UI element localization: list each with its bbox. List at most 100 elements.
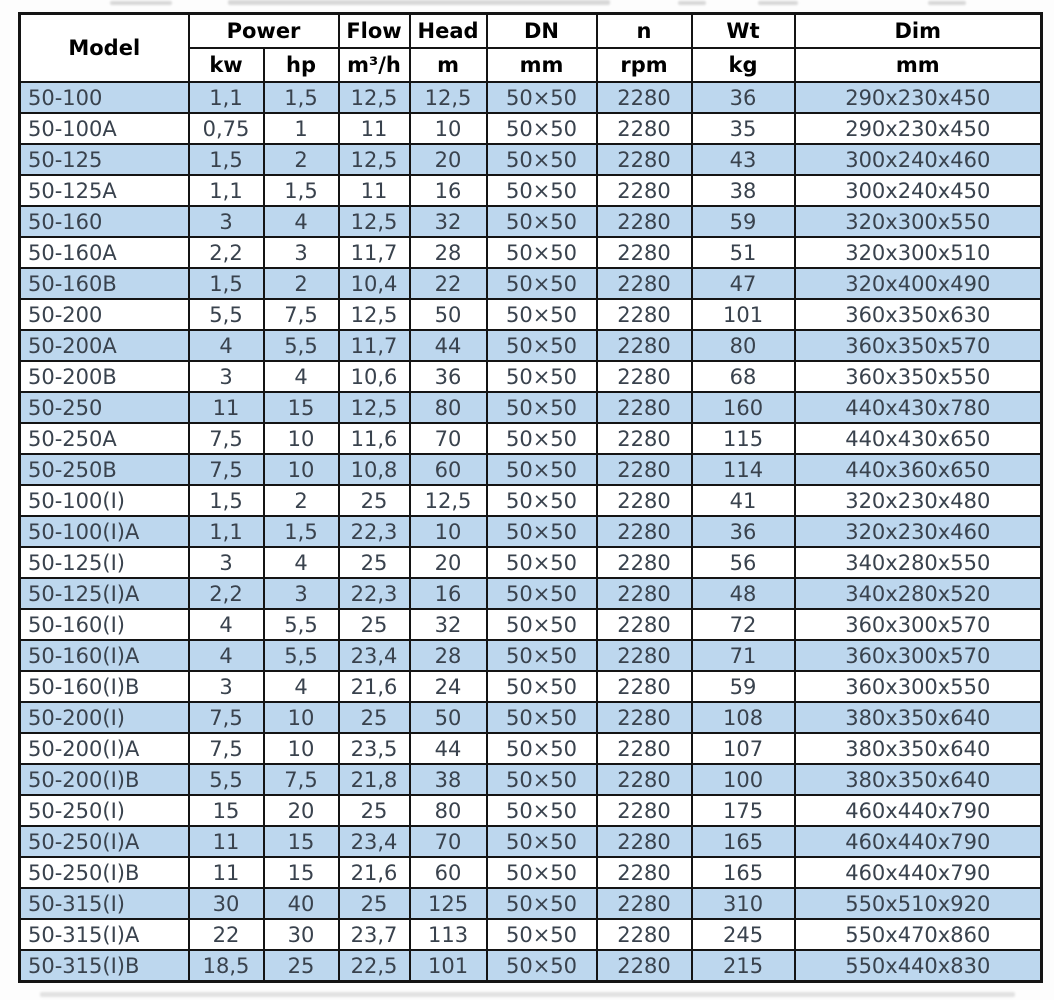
cell-kw: 5,5 [187,298,265,331]
cell-hp: 10 [262,701,340,734]
cell-dim: 380x350x640 [793,732,1043,765]
unit-header-dn: mm [485,47,598,83]
table-row: 50-250(I)B 11 15 21,6 60 50×50 2280 165 460x440x… [18,856,1043,889]
cell-head: 10 [408,515,488,548]
cell-kw: 1,1 [187,174,265,207]
cell-dim: 550x440x830 [793,949,1043,983]
cell-flow: 25 [337,484,411,517]
table-row: 50-250(I)A 11 15 23,4 70 50×50 2280 165 460x440x… [18,825,1043,858]
cell-model: 50-160(I)B [18,670,190,703]
cell-wt: 36 [690,515,796,548]
table-row: 50-250A 7,5 10 11,6 70 50×50 2280 115 440x430x65… [18,422,1043,455]
cell-rpm: 2280 [595,763,693,796]
cell-hp: 4 [262,360,340,393]
table-row: 50-160B 1,5 2 10,4 22 50×50 2280 47 320x400x490 [18,267,1043,300]
cell-wt: 72 [690,608,796,641]
cell-dim: 550x470x860 [793,918,1043,951]
cell-head: 70 [408,422,488,455]
cell-dim: 340x280x520 [793,577,1043,610]
cell-dn: 50×50 [485,949,598,983]
cell-dn: 50×50 [485,856,598,889]
cell-hp: 1,5 [262,81,340,114]
table-row: 50-125(I)A 2,2 3 22,3 16 50×50 2280 48 340x280x5… [18,577,1043,610]
cell-flow: 21,8 [337,763,411,796]
cell-flow: 25 [337,794,411,827]
cell-flow: 10,4 [337,267,411,300]
cell-rpm: 2280 [595,639,693,672]
cell-dim: 320x230x460 [793,515,1043,548]
cell-head: 60 [408,856,488,889]
cell-hp: 1,5 [262,515,340,548]
cell-dn: 50×50 [485,484,598,517]
cell-wt: 38 [690,174,796,207]
cell-dn: 50×50 [485,205,598,238]
cell-wt: 59 [690,205,796,238]
cell-dn: 50×50 [485,329,598,362]
cell-wt: 68 [690,360,796,393]
cell-kw: 1,1 [187,515,265,548]
cell-dn: 50×50 [485,546,598,579]
cell-model: 50-160(I) [18,608,190,641]
cell-dn: 50×50 [485,670,598,703]
cell-kw: 4 [187,329,265,362]
table-row: 50-100A 0,75 1 11 10 50×50 2280 35 290x230x450 [18,112,1043,145]
cell-hp: 5,5 [262,608,340,641]
cell-dim: 460x440x790 [793,825,1043,858]
unit-header-kw: kw [187,47,265,83]
cell-rpm: 2280 [595,577,693,610]
cell-kw: 2,2 [187,577,265,610]
cell-dn: 50×50 [485,639,598,672]
table-row: 50-200(I)B 5,5 7,5 21,8 38 50×50 2280 100 380x35… [18,763,1043,796]
cell-wt: 114 [690,453,796,486]
cell-head: 32 [408,205,488,238]
cell-hp: 4 [262,670,340,703]
cell-rpm: 2280 [595,360,693,393]
cell-dn: 50×50 [485,453,598,486]
cell-dim: 440x360x650 [793,453,1043,486]
table-body: 50-100 1,1 1,5 12,5 12,5 50×50 2280 36 290x230x4… [18,81,1043,983]
crop-artifact [228,0,610,5]
table-row: 50-200B 3 4 10,6 36 50×50 2280 68 360x350x550 [18,360,1043,393]
cell-flow: 23,4 [337,825,411,858]
cell-kw: 7,5 [187,701,265,734]
cell-model: 50-315(I)A [18,918,190,951]
cell-kw: 0,75 [187,112,265,145]
cell-model: 50-250(I) [18,794,190,827]
cell-rpm: 2280 [595,918,693,951]
cell-model: 50-100 [18,81,190,114]
cell-flow: 22,5 [337,949,411,983]
unit-header-kg: kg [690,47,796,83]
cell-rpm: 2280 [595,205,693,238]
cell-wt: 48 [690,577,796,610]
cell-kw: 22 [187,918,265,951]
cell-dn: 50×50 [485,267,598,300]
cell-model: 50-125A [18,174,190,207]
crop-artifact [678,1,706,5]
cell-head: 101 [408,949,488,983]
cell-flow: 23,4 [337,639,411,672]
cell-wt: 108 [690,701,796,734]
col-header-wt: Wt [690,12,796,49]
cell-flow: 12,5 [337,298,411,331]
table-row: 50-160(I)B 3 4 21,6 24 50×50 2280 59 360x300x550 [18,670,1043,703]
cell-dn: 50×50 [485,608,598,641]
cell-hp: 2 [262,267,340,300]
cell-flow: 10,6 [337,360,411,393]
cell-head: 113 [408,918,488,951]
cell-wt: 80 [690,329,796,362]
cell-dim: 440x430x650 [793,422,1043,455]
cell-flow: 25 [337,701,411,734]
cell-model: 50-200(I)A [18,732,190,765]
cell-rpm: 2280 [595,143,693,176]
cell-flow: 12,5 [337,81,411,114]
cell-kw: 3 [187,205,265,238]
cell-dim: 360x350x570 [793,329,1043,362]
cell-wt: 160 [690,391,796,424]
cell-flow: 12,5 [337,391,411,424]
cell-hp: 2 [262,484,340,517]
cell-flow: 11,6 [337,422,411,455]
cell-kw: 1,5 [187,143,265,176]
col-header-flow: Flow [337,12,411,49]
cell-dim: 360x300x550 [793,670,1043,703]
cell-dim: 320x400x490 [793,267,1043,300]
